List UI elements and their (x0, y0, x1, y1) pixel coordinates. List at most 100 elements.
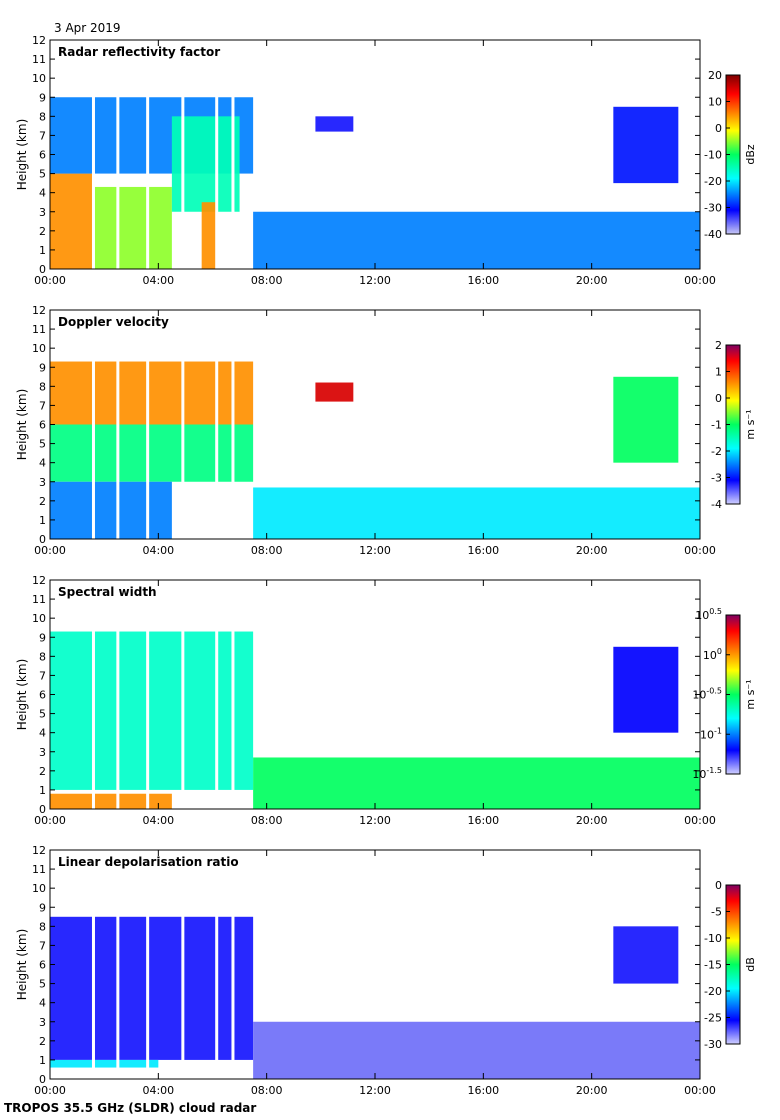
x-tick-label: 04:00 (142, 544, 174, 557)
echo-region (253, 757, 700, 809)
x-tick-label: 12:00 (359, 544, 391, 557)
y-tick-label: 6 (39, 959, 46, 972)
y-tick-label: 8 (39, 380, 46, 393)
data-gap (116, 310, 120, 539)
colorbar-label: m s⁻¹ (744, 679, 757, 709)
colorbar-tick-label: -10 (704, 932, 722, 945)
panel-title: Radar reflectivity factor (58, 45, 220, 59)
colorbar-tick-label: -40 (704, 228, 722, 241)
y-tick-label: 0 (39, 533, 46, 546)
data-gap (91, 580, 95, 809)
data-gap (231, 850, 235, 1079)
y-tick-label: 8 (39, 110, 46, 123)
colorbar-tick-label: -4 (711, 498, 722, 511)
echo-region (201, 202, 218, 269)
echo-region (613, 106, 679, 184)
echo-region (50, 173, 94, 269)
y-tick-label: 11 (32, 863, 46, 876)
x-tick-label: 08:00 (251, 274, 283, 287)
y-tick-label: 5 (39, 978, 46, 991)
data-gap (91, 310, 95, 539)
echo-region (50, 1059, 159, 1068)
y-tick-label: 1 (39, 784, 46, 797)
echo-region (50, 631, 254, 790)
y-tick-label: 7 (39, 939, 46, 952)
colorbar-tick-label: 1 (715, 366, 722, 379)
colorbar-tick-label: 2 (715, 339, 722, 352)
x-tick-label: 00:00 (34, 274, 66, 287)
x-tick-label: 20:00 (576, 274, 608, 287)
y-tick-label: 10 (32, 882, 46, 895)
x-tick-label: 16:00 (467, 544, 499, 557)
echo-region (315, 382, 354, 402)
y-tick-label: 0 (39, 263, 46, 276)
x-tick-label: 00:00 (684, 544, 716, 557)
x-tick-label: 12:00 (359, 1084, 391, 1097)
colorbar-tick-label: 10-1.5 (692, 766, 722, 781)
colorbar-tick-label: 10-0.5 (692, 687, 722, 702)
y-tick-label: 3 (39, 206, 46, 219)
y-tick-label: 7 (39, 399, 46, 412)
echo-region (613, 646, 679, 733)
y-tick-label: 1 (39, 244, 46, 257)
data-layer (50, 850, 700, 1079)
echo-region (613, 926, 679, 984)
x-tick-label: 12:00 (359, 274, 391, 287)
x-tick-label: 00:00 (684, 1084, 716, 1097)
y-tick-label: 5 (39, 438, 46, 451)
colorbar-tick-label: 0 (715, 392, 722, 405)
colorbar-tick-label: 100.5 (695, 607, 722, 622)
y-tick-label: 2 (39, 765, 46, 778)
y-tick-label: 4 (39, 457, 46, 470)
y-tick-label: 0 (39, 1073, 46, 1086)
data-gap (181, 850, 185, 1079)
x-tick-label: 00:00 (34, 814, 66, 827)
y-tick-label: 10 (32, 72, 46, 85)
data-layer (50, 580, 700, 809)
y-tick-label: 5 (39, 708, 46, 721)
colorbar-tick-label: -2 (711, 445, 722, 458)
echo-region (253, 211, 700, 269)
y-tick-label: 3 (39, 1016, 46, 1029)
colorbar-tick-label: 0 (715, 122, 722, 135)
data-gap (231, 40, 235, 269)
y-tick-label: 9 (39, 91, 46, 104)
x-tick-label: 08:00 (251, 1084, 283, 1097)
colorbar-label: dBz (744, 144, 757, 165)
panel-title: Spectral width (58, 585, 157, 599)
y-tick-label: 11 (32, 323, 46, 336)
echo-region (253, 1021, 700, 1079)
data-gap (215, 40, 219, 269)
y-tick-label: 12 (32, 34, 46, 47)
colorbar-tick-label: -10 (704, 149, 722, 162)
x-tick-label: 16:00 (467, 274, 499, 287)
data-gap (116, 580, 120, 809)
data-layer (50, 310, 700, 539)
data-gap (215, 310, 219, 539)
colorbar-tick-label: -25 (704, 1012, 722, 1025)
data-gap (146, 850, 150, 1079)
data-gap (91, 850, 95, 1079)
colorbar-label: m s⁻¹ (744, 409, 757, 439)
y-tick-label: 4 (39, 727, 46, 740)
colorbar-tick-label: -15 (704, 959, 722, 972)
y-tick-label: 9 (39, 361, 46, 374)
colorbar-tick-label: -3 (711, 472, 722, 485)
y-tick-label: 1 (39, 1054, 46, 1067)
data-gap (116, 850, 120, 1079)
echo-region (93, 186, 172, 269)
colorbar-tick-label: -30 (704, 202, 722, 215)
panel-1: Radar reflectivity factor012345678910111… (15, 34, 757, 287)
data-layer (50, 40, 700, 269)
x-tick-label: 04:00 (142, 274, 174, 287)
y-tick-label: 7 (39, 669, 46, 682)
x-tick-label: 08:00 (251, 814, 283, 827)
echo-region (253, 487, 700, 539)
y-tick-label: 6 (39, 689, 46, 702)
y-tick-label: 3 (39, 476, 46, 489)
echo-region (315, 116, 354, 132)
date-label: 3 Apr 2019 (54, 21, 121, 35)
y-axis-label: Height (km) (15, 119, 29, 190)
y-tick-label: 9 (39, 901, 46, 914)
echo-region (50, 793, 172, 809)
